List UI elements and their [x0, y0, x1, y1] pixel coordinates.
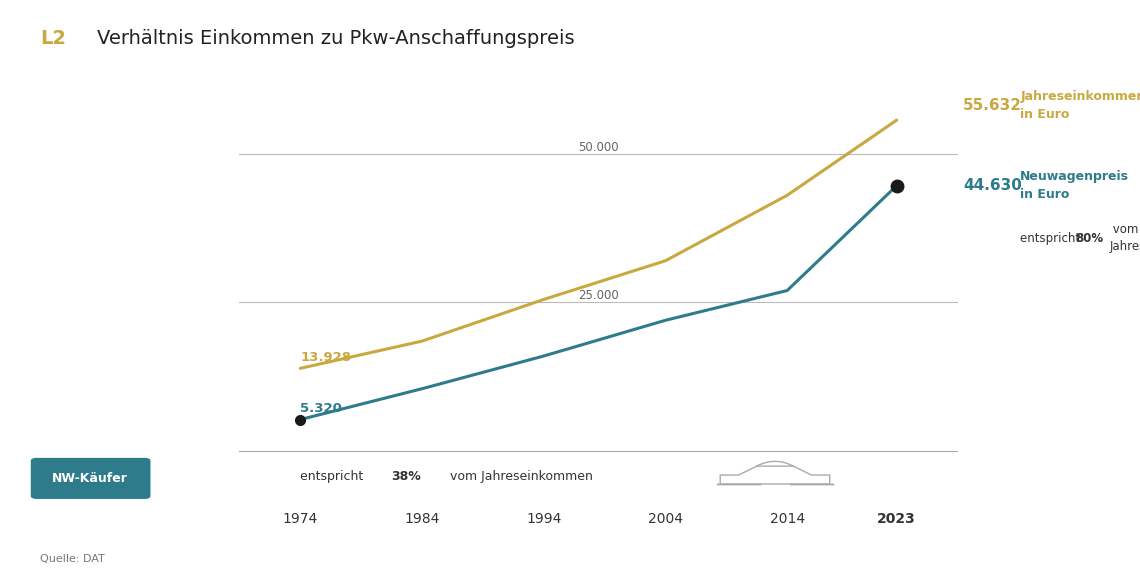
- Text: 55.632: 55.632: [963, 98, 1023, 113]
- Text: L2: L2: [40, 29, 66, 48]
- Text: 80%: 80%: [1075, 232, 1104, 245]
- Text: vom Jahreseinkommen: vom Jahreseinkommen: [447, 470, 593, 483]
- Text: Quelle: DAT: Quelle: DAT: [40, 554, 105, 564]
- Text: 5.320: 5.320: [300, 403, 342, 416]
- Text: entspricht: entspricht: [300, 470, 367, 483]
- Text: 44.630: 44.630: [963, 178, 1023, 193]
- Text: Jahreseinkommen
in Euro: Jahreseinkommen in Euro: [1020, 90, 1140, 121]
- Text: entspricht: entspricht: [1020, 232, 1084, 245]
- Text: vom
Jahreseinkommen: vom Jahreseinkommen: [1109, 224, 1140, 254]
- Text: 38%: 38%: [391, 470, 422, 483]
- Text: 13.928: 13.928: [300, 351, 351, 364]
- Text: Verhältnis Einkommen zu Pkw-Anschaffungspreis: Verhältnis Einkommen zu Pkw-Anschaffungs…: [97, 29, 575, 48]
- Text: 25.000: 25.000: [578, 289, 619, 302]
- Text: 50.000: 50.000: [578, 141, 619, 154]
- Text: NW-Käufer: NW-Käufer: [52, 472, 128, 485]
- Text: Neuwagenpreis
in Euro: Neuwagenpreis in Euro: [1020, 170, 1130, 201]
